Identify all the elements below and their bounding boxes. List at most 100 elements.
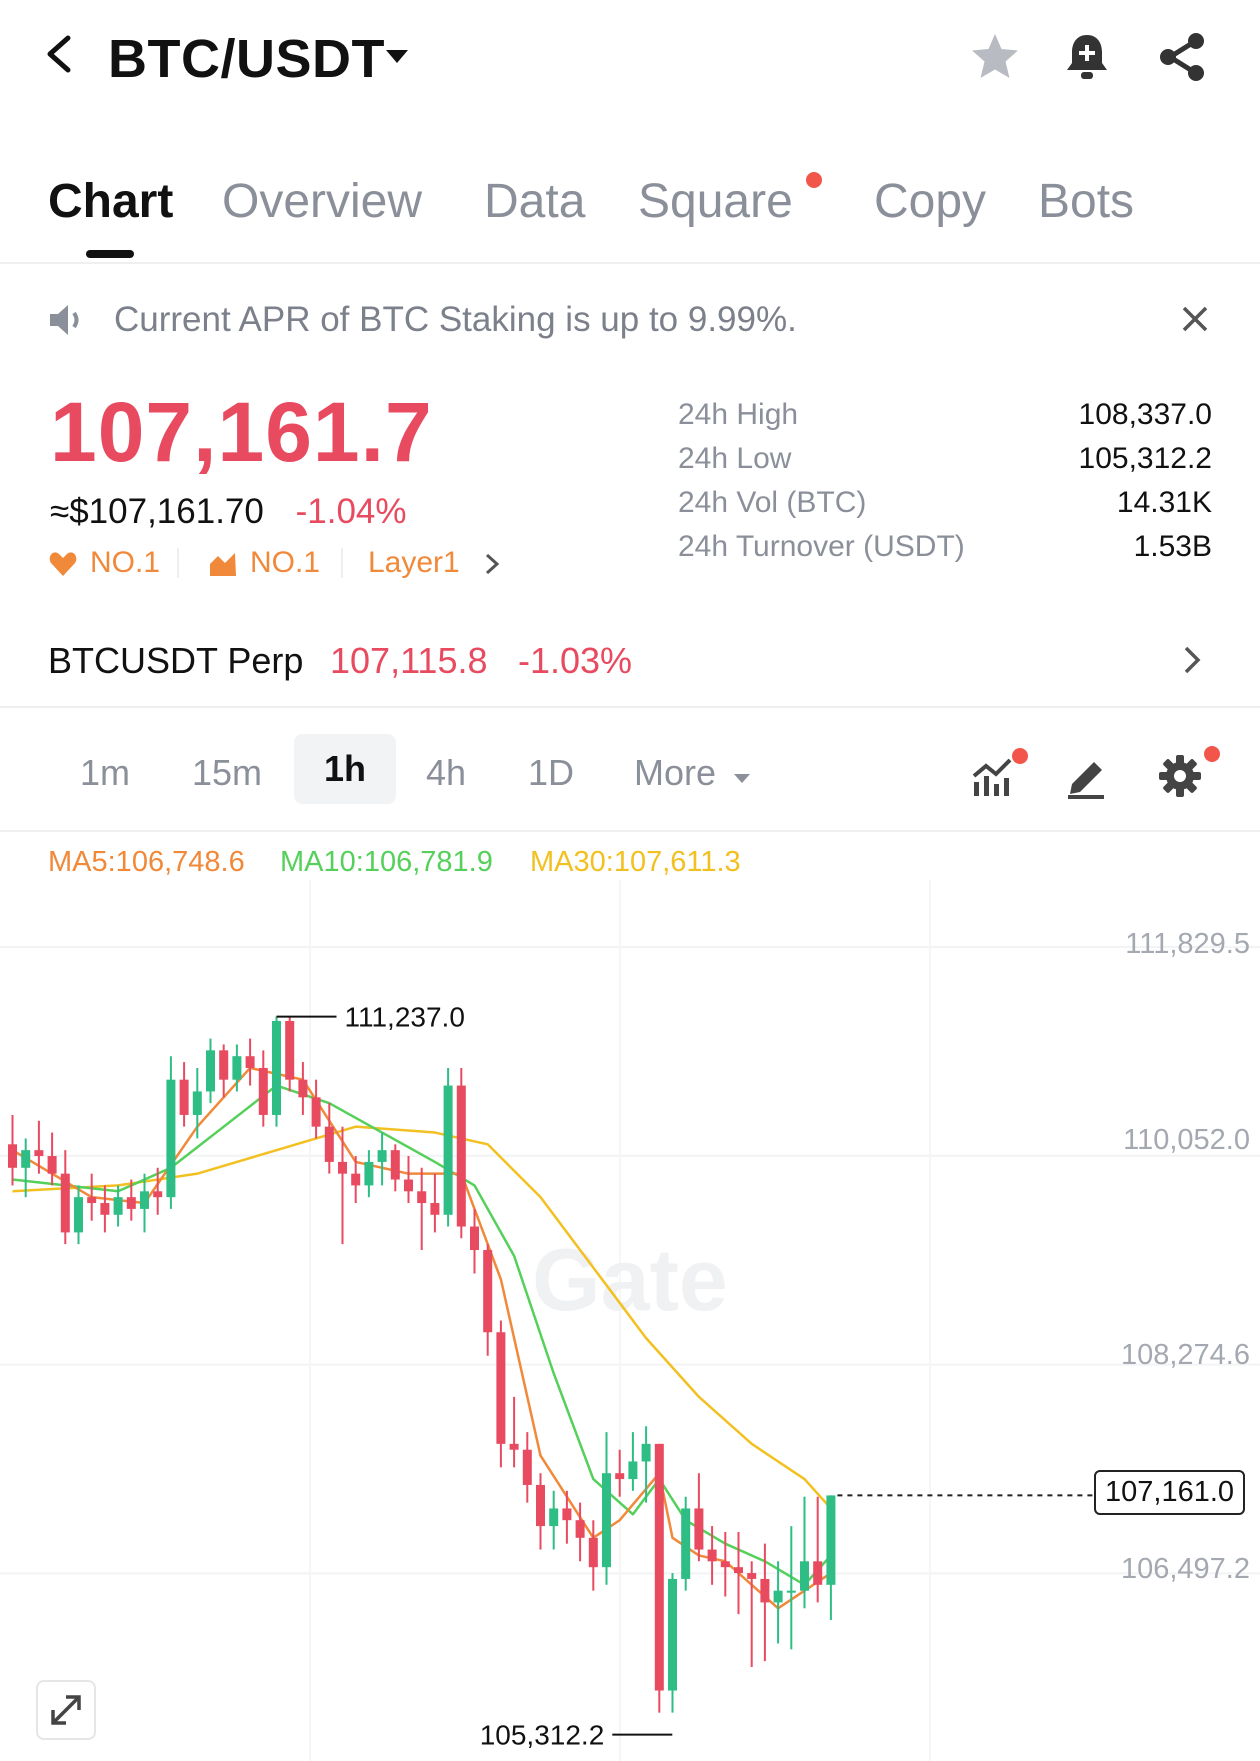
perp-chevron-icon [1182, 644, 1202, 681]
candle-body [496, 1332, 506, 1444]
candle [34, 1120, 44, 1174]
candle-body [826, 1495, 836, 1585]
draw-pen-icon[interactable] [1064, 754, 1110, 805]
candle [813, 1496, 823, 1603]
usd-price-row: ≈$107,161.70 -1.04% [50, 492, 407, 532]
candle-body [21, 1150, 31, 1168]
tab-square[interactable]: Square [638, 175, 793, 228]
candle [575, 1502, 585, 1562]
share-icon[interactable] [1156, 30, 1208, 89]
candle [60, 1150, 70, 1245]
tab-chart[interactable]: Chart [48, 175, 174, 228]
candle-body [562, 1508, 572, 1521]
candle [588, 1520, 598, 1591]
ma5-line [11, 1066, 832, 1610]
candle [760, 1543, 770, 1662]
candle-body [245, 1056, 255, 1068]
candle [681, 1496, 691, 1591]
candle [628, 1432, 638, 1491]
stat-value-vol: 14.31K [1116, 486, 1212, 519]
candle-body [641, 1443, 651, 1462]
candle [720, 1531, 730, 1597]
candle [786, 1526, 796, 1650]
price-alert-bell-icon[interactable] [1062, 30, 1112, 89]
category-tag[interactable]: Layer1 [368, 546, 460, 579]
candle [562, 1490, 572, 1544]
candle [8, 1114, 17, 1186]
tab-overview[interactable]: Overview [222, 175, 423, 228]
stat-value-high: 108,337.0 [1078, 398, 1212, 431]
tab-data[interactable]: Data [484, 175, 586, 228]
candle [179, 1062, 189, 1127]
favorite-star-icon[interactable] [968, 30, 1022, 89]
candle-body [509, 1443, 519, 1450]
candle-body [298, 1079, 308, 1098]
timeframe-1m[interactable]: 1m [80, 752, 131, 793]
candle [285, 1016, 295, 1092]
candle [773, 1561, 783, 1644]
main-tabs: Chart Overview Data Square Copy Bots [0, 160, 1260, 264]
candle [47, 1132, 57, 1186]
usd-price: ≈$107,161.70 [50, 492, 264, 531]
chart-settings-gear-icon[interactable] [1156, 752, 1204, 805]
stat-value-turnover: 1.53B [1133, 530, 1212, 563]
ma10-label: MA10:106,781.9 [280, 846, 493, 878]
perp-name: BTCUSDT Perp [48, 640, 304, 681]
close-notice-icon[interactable] [1180, 304, 1210, 339]
candlestick-chart[interactable]: Gate 111,237.0 105,312.2 [0, 880, 1260, 1761]
candle [747, 1561, 757, 1668]
candle [166, 1056, 176, 1209]
candle-body [311, 1097, 321, 1127]
candle-body [219, 1050, 229, 1080]
candle-body [654, 1443, 664, 1691]
y-axis-tick: 110,052.0 [1123, 1124, 1250, 1156]
timeframe-1h[interactable]: 1h [294, 734, 397, 804]
candle [456, 1067, 466, 1239]
candle-body [100, 1203, 110, 1215]
candle-body [285, 1020, 295, 1080]
candle [206, 1038, 215, 1104]
speaker-icon [48, 302, 88, 343]
pair-dropdown-icon[interactable] [384, 48, 410, 71]
candle [126, 1179, 136, 1221]
fullscreen-button[interactable] [36, 1680, 96, 1740]
candle-body [87, 1197, 97, 1204]
staking-notice[interactable]: Current APR of BTC Staking is up to 9.99… [114, 300, 797, 339]
tags-chevron-icon[interactable] [484, 552, 500, 581]
current-price-label: 107,161.0 [1094, 1470, 1246, 1515]
timeframe-more[interactable]: More [634, 752, 752, 794]
tab-bots[interactable]: Bots [1038, 175, 1135, 228]
candle-body [34, 1150, 44, 1157]
perp-row[interactable]: BTCUSDT Perp 107,115.8 -1.03% [0, 620, 1260, 708]
indicators-dot [1012, 748, 1028, 764]
candle-body [549, 1508, 559, 1527]
low-marker-label: 105,312.2 [480, 1720, 605, 1751]
candle-body [417, 1191, 427, 1204]
candle-body [800, 1561, 809, 1591]
candle-body [760, 1578, 770, 1603]
pair-title[interactable]: BTC/USDT [108, 29, 385, 89]
back-button[interactable] [40, 32, 80, 76]
timeframe-1d[interactable]: 1D [528, 752, 575, 793]
stat-label-vol: 24h Vol (BTC) [678, 486, 867, 519]
perp-price: 107,115.8 [330, 640, 488, 681]
timeframe-15m[interactable]: 15m [192, 752, 263, 793]
candle [258, 1050, 268, 1127]
timeframe-4h[interactable]: 4h [426, 752, 467, 793]
rank-tag-1[interactable]: NO.1 [90, 546, 161, 579]
candle-body [430, 1203, 440, 1215]
candle-body [377, 1150, 387, 1162]
tab-copy[interactable]: Copy [874, 175, 987, 228]
candle-body [813, 1561, 823, 1585]
candle-body [113, 1197, 123, 1215]
indicators-icon[interactable] [970, 754, 1018, 805]
y-axis-tick: 108,274.6 [1120, 1339, 1250, 1371]
candle-body [773, 1590, 783, 1603]
candle [483, 1244, 493, 1356]
rank-tag-2[interactable]: NO.1 [250, 546, 321, 579]
candle-body [258, 1067, 268, 1115]
candle-body [74, 1197, 83, 1233]
price-change-pct: -1.04% [295, 492, 407, 531]
ma30-label: MA30:107,611.3 [530, 846, 741, 878]
candle-body [179, 1079, 189, 1115]
